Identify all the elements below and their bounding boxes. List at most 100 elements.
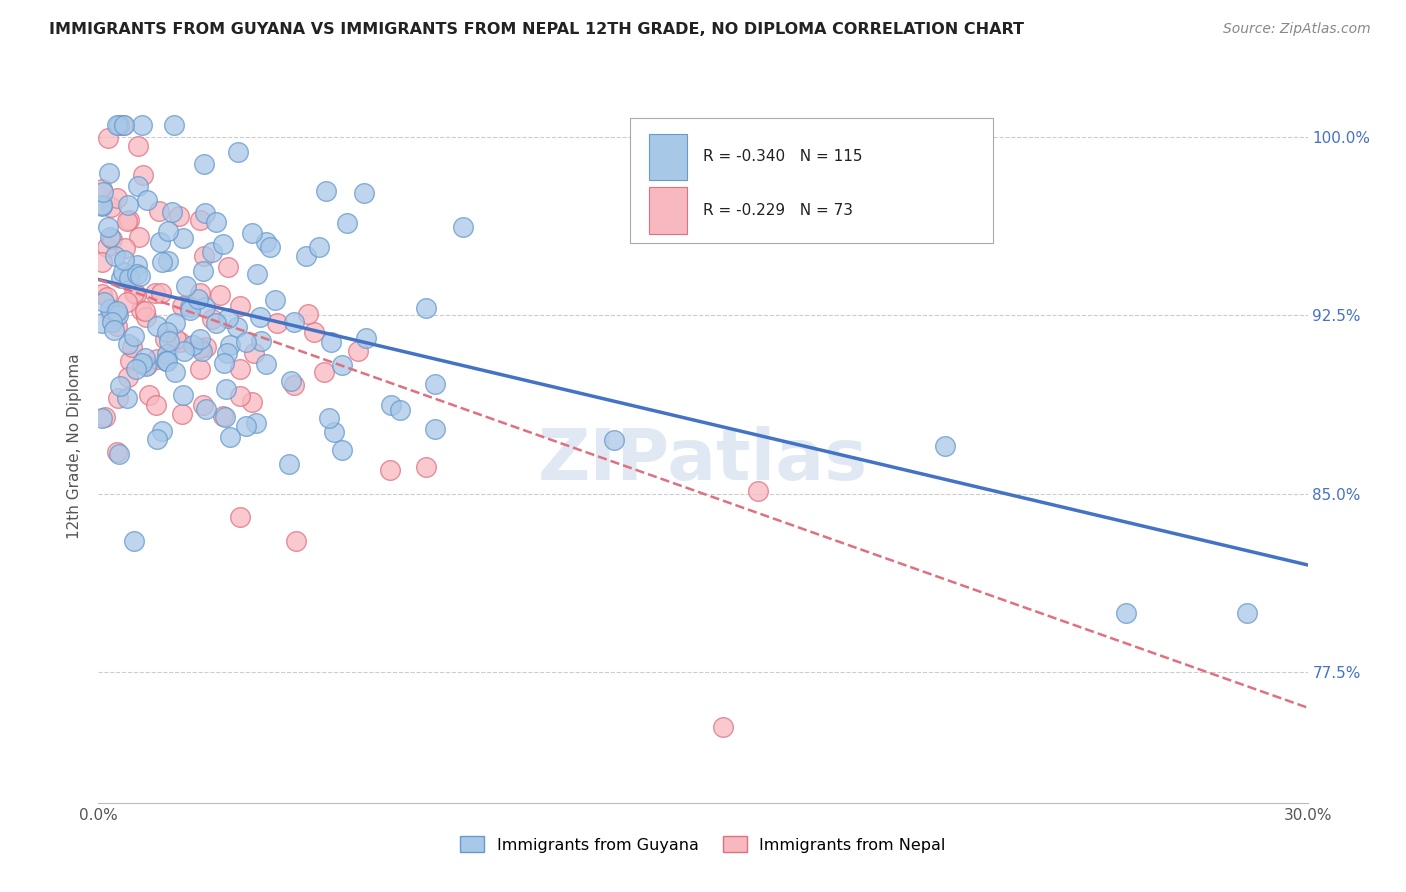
Y-axis label: 12th Grade, No Diploma: 12th Grade, No Diploma: [67, 353, 83, 539]
Point: [205, 316, 228, 330]
Point: [146, 318, 169, 333]
Point: [156, 347, 179, 361]
Point: [170, 300, 193, 314]
Point: [127, 139, 149, 153]
Point: [323, 425, 346, 439]
Point: [98, 230, 121, 244]
Point: [93, 295, 115, 310]
Point: [145, 398, 167, 412]
Point: [112, 118, 135, 132]
Point: [94, 410, 117, 425]
Point: [245, 416, 267, 430]
Point: [112, 265, 135, 279]
Point: [91, 255, 114, 269]
Point: [108, 118, 131, 132]
Point: [112, 252, 135, 267]
Point: [138, 387, 160, 401]
Point: [415, 459, 437, 474]
Point: [191, 398, 214, 412]
Text: IMMIGRANTS FROM GUYANA VS IMMIGRANTS FROM NEPAL 12TH GRADE, NO DIPLOMA CORRELATI: IMMIGRANTS FROM GUYANA VS IMMIGRANTS FRO…: [49, 22, 1024, 37]
Point: [155, 332, 177, 346]
Point: [218, 430, 240, 444]
Point: [96, 239, 118, 253]
Point: [285, 533, 308, 548]
Point: [125, 268, 148, 282]
Point: [336, 216, 359, 230]
Point: [148, 204, 170, 219]
Point: [91, 182, 114, 196]
Point: [115, 214, 138, 228]
Point: [423, 422, 446, 436]
Point: [150, 254, 173, 268]
Point: [173, 343, 195, 358]
Point: [318, 411, 340, 425]
Point: [101, 315, 124, 329]
Point: [146, 432, 169, 446]
Point: [188, 212, 211, 227]
Point: [229, 509, 252, 524]
Point: [1115, 606, 1137, 620]
Point: [254, 235, 277, 249]
Point: [1236, 606, 1258, 620]
Point: [125, 287, 148, 301]
Point: [100, 307, 122, 321]
FancyBboxPatch shape: [630, 118, 993, 243]
Point: [380, 463, 402, 477]
Point: [209, 288, 232, 302]
Point: [194, 300, 217, 314]
Point: [131, 118, 153, 132]
Point: [125, 362, 148, 376]
Point: [135, 310, 157, 324]
Point: [125, 258, 148, 272]
Point: [150, 424, 173, 438]
Point: [100, 200, 122, 214]
Point: [127, 178, 149, 193]
Point: [122, 285, 145, 300]
Point: [194, 206, 217, 220]
Point: [96, 290, 118, 304]
Point: [172, 388, 194, 402]
Point: [118, 213, 141, 227]
Point: [211, 409, 233, 423]
Point: [143, 285, 166, 300]
Point: [97, 131, 120, 145]
Point: [121, 340, 143, 354]
Point: [135, 359, 157, 374]
Point: [104, 310, 127, 325]
Point: [283, 315, 305, 329]
Point: [114, 241, 136, 255]
Point: [165, 365, 187, 379]
Point: [240, 395, 263, 409]
Point: [191, 343, 214, 358]
Point: [128, 268, 150, 283]
Point: [105, 305, 128, 319]
Point: [91, 198, 114, 212]
Point: [174, 278, 197, 293]
Point: [188, 362, 211, 376]
Point: [226, 145, 249, 159]
Point: [169, 334, 191, 349]
Point: [204, 215, 226, 229]
Point: [91, 286, 114, 301]
Point: [219, 337, 242, 351]
Point: [104, 249, 127, 263]
Point: [212, 237, 235, 252]
Point: [97, 166, 120, 180]
Point: [103, 323, 125, 337]
Point: [122, 329, 145, 343]
Point: [217, 311, 239, 326]
Point: [201, 245, 224, 260]
Point: [122, 533, 145, 548]
Point: [934, 439, 956, 453]
Bar: [648, 134, 688, 180]
Point: [149, 235, 172, 249]
Bar: [648, 187, 688, 234]
Point: [242, 345, 264, 359]
Point: [105, 191, 128, 205]
Point: [277, 457, 299, 471]
Point: [135, 359, 157, 373]
Point: [157, 254, 180, 268]
Point: [195, 341, 218, 355]
Point: [249, 334, 271, 348]
Point: [112, 118, 135, 132]
